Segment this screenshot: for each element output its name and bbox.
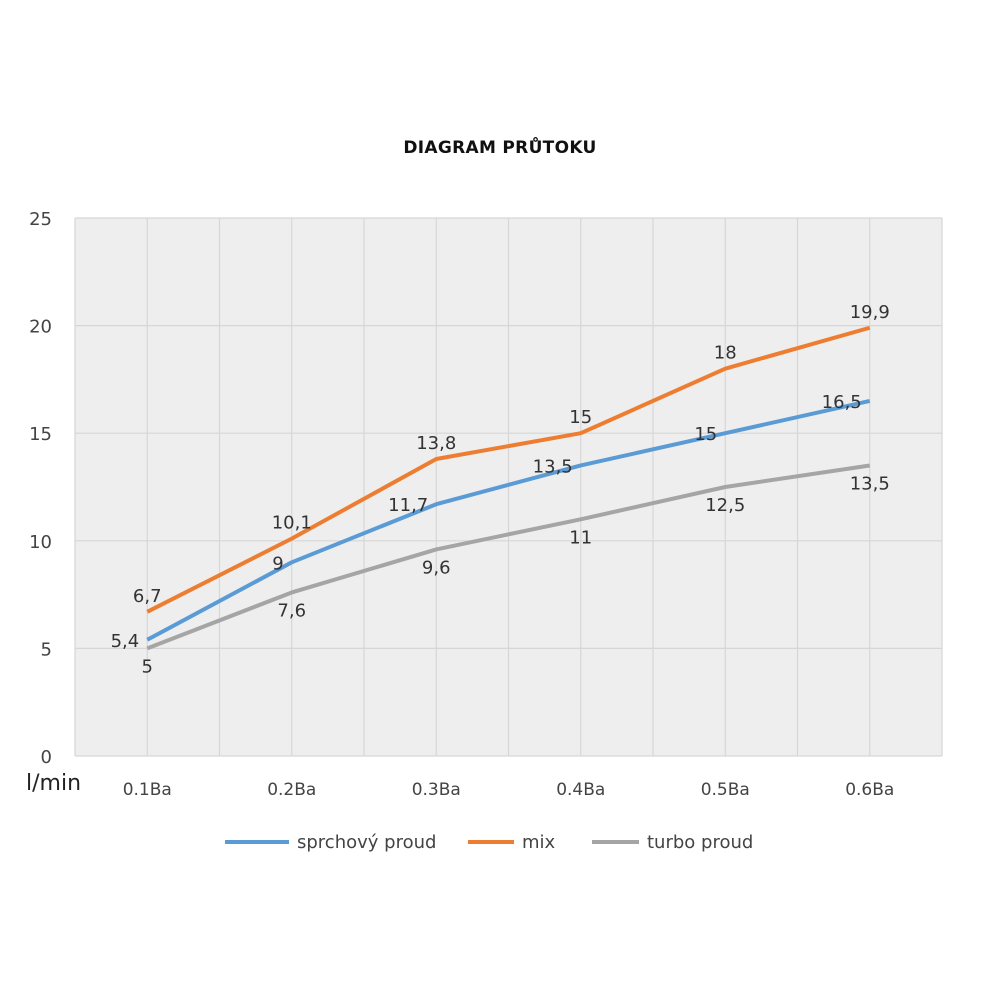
series-line	[146, 463, 871, 651]
legend-label: turbo proud	[647, 832, 753, 853]
series-line	[146, 325, 871, 614]
data-label: 11,7	[388, 495, 428, 516]
data-label: 15	[569, 407, 592, 428]
y-axis-label: l/min	[26, 771, 81, 796]
y-tick-label: 25	[29, 209, 52, 230]
y-tick-label: 20	[29, 317, 52, 338]
data-label: 13,8	[416, 433, 456, 454]
series-line	[146, 398, 871, 642]
y-tick-label: 10	[29, 532, 52, 553]
data-label: 18	[714, 343, 737, 364]
data-label: 9	[272, 553, 283, 574]
data-label: 10,1	[272, 513, 312, 534]
data-label: 12,5	[705, 495, 745, 516]
data-label: 9,6	[422, 557, 451, 578]
data-label: 5,4	[111, 631, 140, 652]
data-label: 7,6	[277, 600, 306, 621]
legend-label: sprchový proud	[297, 832, 436, 853]
x-tick-label: 0.1Ba	[123, 780, 172, 800]
chart-title: DIAGRAM PRŮTOKU	[403, 138, 597, 158]
data-label: 13,5	[850, 473, 890, 494]
data-label: 6,7	[133, 586, 162, 607]
data-label: 13,5	[533, 456, 573, 477]
x-tick-label: 0.3Ba	[412, 780, 461, 800]
x-tick-label: 0.5Ba	[701, 780, 750, 800]
data-label: 11	[569, 527, 592, 548]
x-tick-label: 0.2Ba	[267, 780, 316, 800]
x-tick-label: 0.6Ba	[845, 780, 894, 800]
y-tick-label: 0	[41, 747, 52, 768]
legend-label: mix	[522, 832, 556, 853]
data-label: 16,5	[822, 392, 862, 413]
y-tick-label: 5	[41, 639, 52, 660]
x-tick-label: 0.4Ba	[556, 780, 605, 800]
data-label: 19,9	[850, 302, 890, 323]
y-tick-label: 15	[29, 424, 52, 445]
data-label: 15	[694, 424, 717, 445]
data-label: 5	[142, 656, 153, 677]
